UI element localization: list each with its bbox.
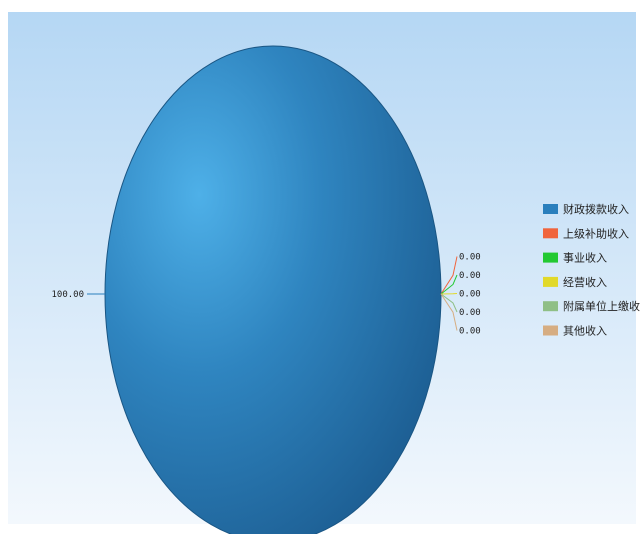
label-leader-2 xyxy=(440,274,458,295)
legend: 财政拨款收入上级补助收入事业收入经营收入附属单位上缴收入其他收入 xyxy=(543,202,640,338)
legend-label-0[interactable]: 财政拨款收入 xyxy=(563,202,629,216)
legend-label-5[interactable]: 其他收入 xyxy=(563,324,607,338)
data-label-3: 0.00 xyxy=(459,290,481,300)
pie-slice-0[interactable] xyxy=(104,45,442,534)
legend-label-4[interactable]: 附属单位上缴收入 xyxy=(563,299,640,313)
label-leader-1 xyxy=(440,256,458,295)
legend-swatch-4 xyxy=(543,301,558,312)
data-label-0: 100.00 xyxy=(51,290,84,300)
legend-label-1[interactable]: 上级补助收入 xyxy=(563,226,629,240)
legend-swatch-2 xyxy=(543,252,558,263)
pie-layer xyxy=(104,45,442,534)
label-leader-5 xyxy=(440,293,458,331)
data-label-5: 0.00 xyxy=(459,327,481,337)
label-leader-4 xyxy=(440,293,458,313)
data-label-2: 0.00 xyxy=(459,271,481,281)
data-label-4: 0.00 xyxy=(459,308,481,318)
data-label-layer: 100.00 0.00 0.00 0.00 0.00 0.00 xyxy=(51,253,480,337)
legend-swatch-5 xyxy=(543,325,558,336)
legend-swatch-1 xyxy=(543,228,558,239)
legend-label-3[interactable]: 经营收入 xyxy=(563,275,607,289)
label-leader-3 xyxy=(440,293,458,295)
legend-label-2[interactable]: 事业收入 xyxy=(563,251,607,265)
legend-swatch-3 xyxy=(543,276,558,287)
legend-swatch-0 xyxy=(543,204,558,214)
data-label-1: 0.00 xyxy=(459,253,481,263)
